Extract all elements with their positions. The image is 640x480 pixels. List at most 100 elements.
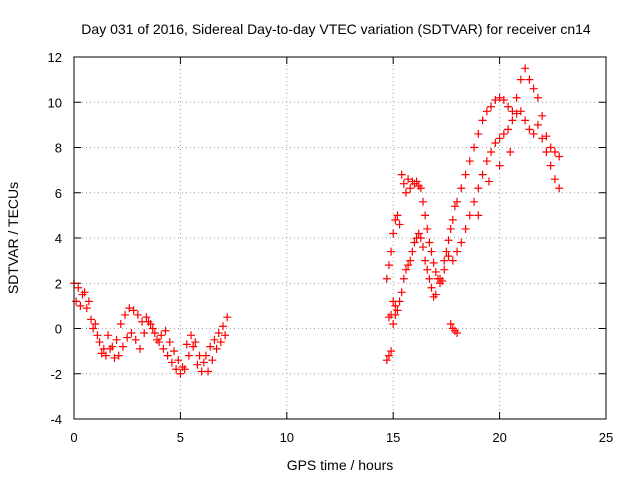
data-point <box>133 310 142 319</box>
data-point <box>504 125 513 134</box>
data-point <box>453 329 462 338</box>
data-point <box>495 161 504 170</box>
data-point <box>87 315 96 324</box>
data-point <box>478 170 487 179</box>
data-point <box>199 358 208 367</box>
data-point <box>121 310 130 319</box>
data-point <box>408 247 417 256</box>
data-point <box>418 197 427 206</box>
data-point <box>491 95 500 104</box>
data-point <box>397 170 406 179</box>
data-point <box>148 324 157 333</box>
data-point <box>387 247 396 256</box>
data-point <box>406 256 415 265</box>
data-point <box>104 331 113 340</box>
series-sdtvar-track-d <box>382 107 564 365</box>
data-point <box>210 335 219 344</box>
data-point <box>442 247 451 256</box>
data-point <box>516 107 525 116</box>
data-point <box>404 175 413 184</box>
data-point <box>391 301 400 310</box>
data-point <box>89 324 98 333</box>
data-point <box>542 132 551 141</box>
data-point <box>142 313 151 322</box>
data-point <box>223 313 232 322</box>
data-points <box>70 64 564 378</box>
data-point <box>474 129 483 138</box>
data-point <box>101 351 110 360</box>
data-point <box>448 215 457 224</box>
data-point <box>84 297 93 306</box>
data-point <box>555 152 564 161</box>
data-point <box>461 170 470 179</box>
data-point <box>152 335 161 344</box>
data-point <box>521 64 530 73</box>
y-tick-label: 4 <box>55 231 62 246</box>
data-point <box>131 335 140 344</box>
data-point <box>191 338 200 347</box>
data-point <box>421 256 430 265</box>
data-point <box>495 93 504 102</box>
data-point <box>429 258 438 267</box>
y-tick-label: 6 <box>55 186 62 201</box>
data-point <box>487 102 496 111</box>
y-tick-label: -2 <box>50 367 62 382</box>
data-point <box>512 109 521 118</box>
data-point <box>533 120 542 129</box>
data-point <box>538 134 547 143</box>
data-point <box>395 297 404 306</box>
data-point <box>406 184 415 193</box>
data-point <box>174 356 183 365</box>
data-point <box>440 256 449 265</box>
data-point <box>389 319 398 328</box>
data-point <box>195 351 204 360</box>
x-tick-label: 15 <box>386 430 400 445</box>
data-point <box>474 211 483 220</box>
data-point <box>465 157 474 166</box>
data-point <box>391 215 400 224</box>
data-point <box>118 342 127 351</box>
data-point <box>172 365 181 374</box>
data-point <box>482 107 491 116</box>
data-point <box>499 129 508 138</box>
data-point <box>550 175 559 184</box>
data-point <box>542 148 551 157</box>
data-point <box>465 211 474 220</box>
data-point <box>418 243 427 252</box>
data-point <box>91 319 100 328</box>
data-point <box>457 184 466 193</box>
data-point <box>184 351 193 360</box>
data-point <box>182 340 191 349</box>
data-point <box>110 353 119 362</box>
data-point <box>450 202 459 211</box>
data-point <box>504 102 513 111</box>
data-point <box>425 274 434 283</box>
data-point <box>150 329 159 338</box>
series-sdtvar-track-a <box>70 279 232 378</box>
data-point <box>163 351 172 360</box>
x-tick-label: 0 <box>70 430 77 445</box>
data-point <box>116 319 125 328</box>
data-point <box>384 313 393 322</box>
y-tick-label: 10 <box>48 95 62 110</box>
data-point <box>444 236 453 245</box>
data-point <box>487 148 496 157</box>
data-point <box>144 317 153 326</box>
series-sdtvar-track-e <box>384 148 515 356</box>
data-point <box>123 333 132 342</box>
data-point <box>218 322 227 331</box>
data-point <box>529 129 538 138</box>
data-point <box>410 238 419 247</box>
data-point <box>427 247 436 256</box>
data-point <box>112 335 121 344</box>
data-point <box>76 301 85 310</box>
data-point <box>395 220 404 229</box>
data-point <box>397 288 406 297</box>
data-point <box>546 143 555 152</box>
x-tick-label: 25 <box>599 430 613 445</box>
data-point <box>97 349 106 358</box>
data-point <box>387 347 396 356</box>
data-point <box>125 304 134 313</box>
data-point <box>508 116 517 125</box>
data-point <box>95 338 104 347</box>
